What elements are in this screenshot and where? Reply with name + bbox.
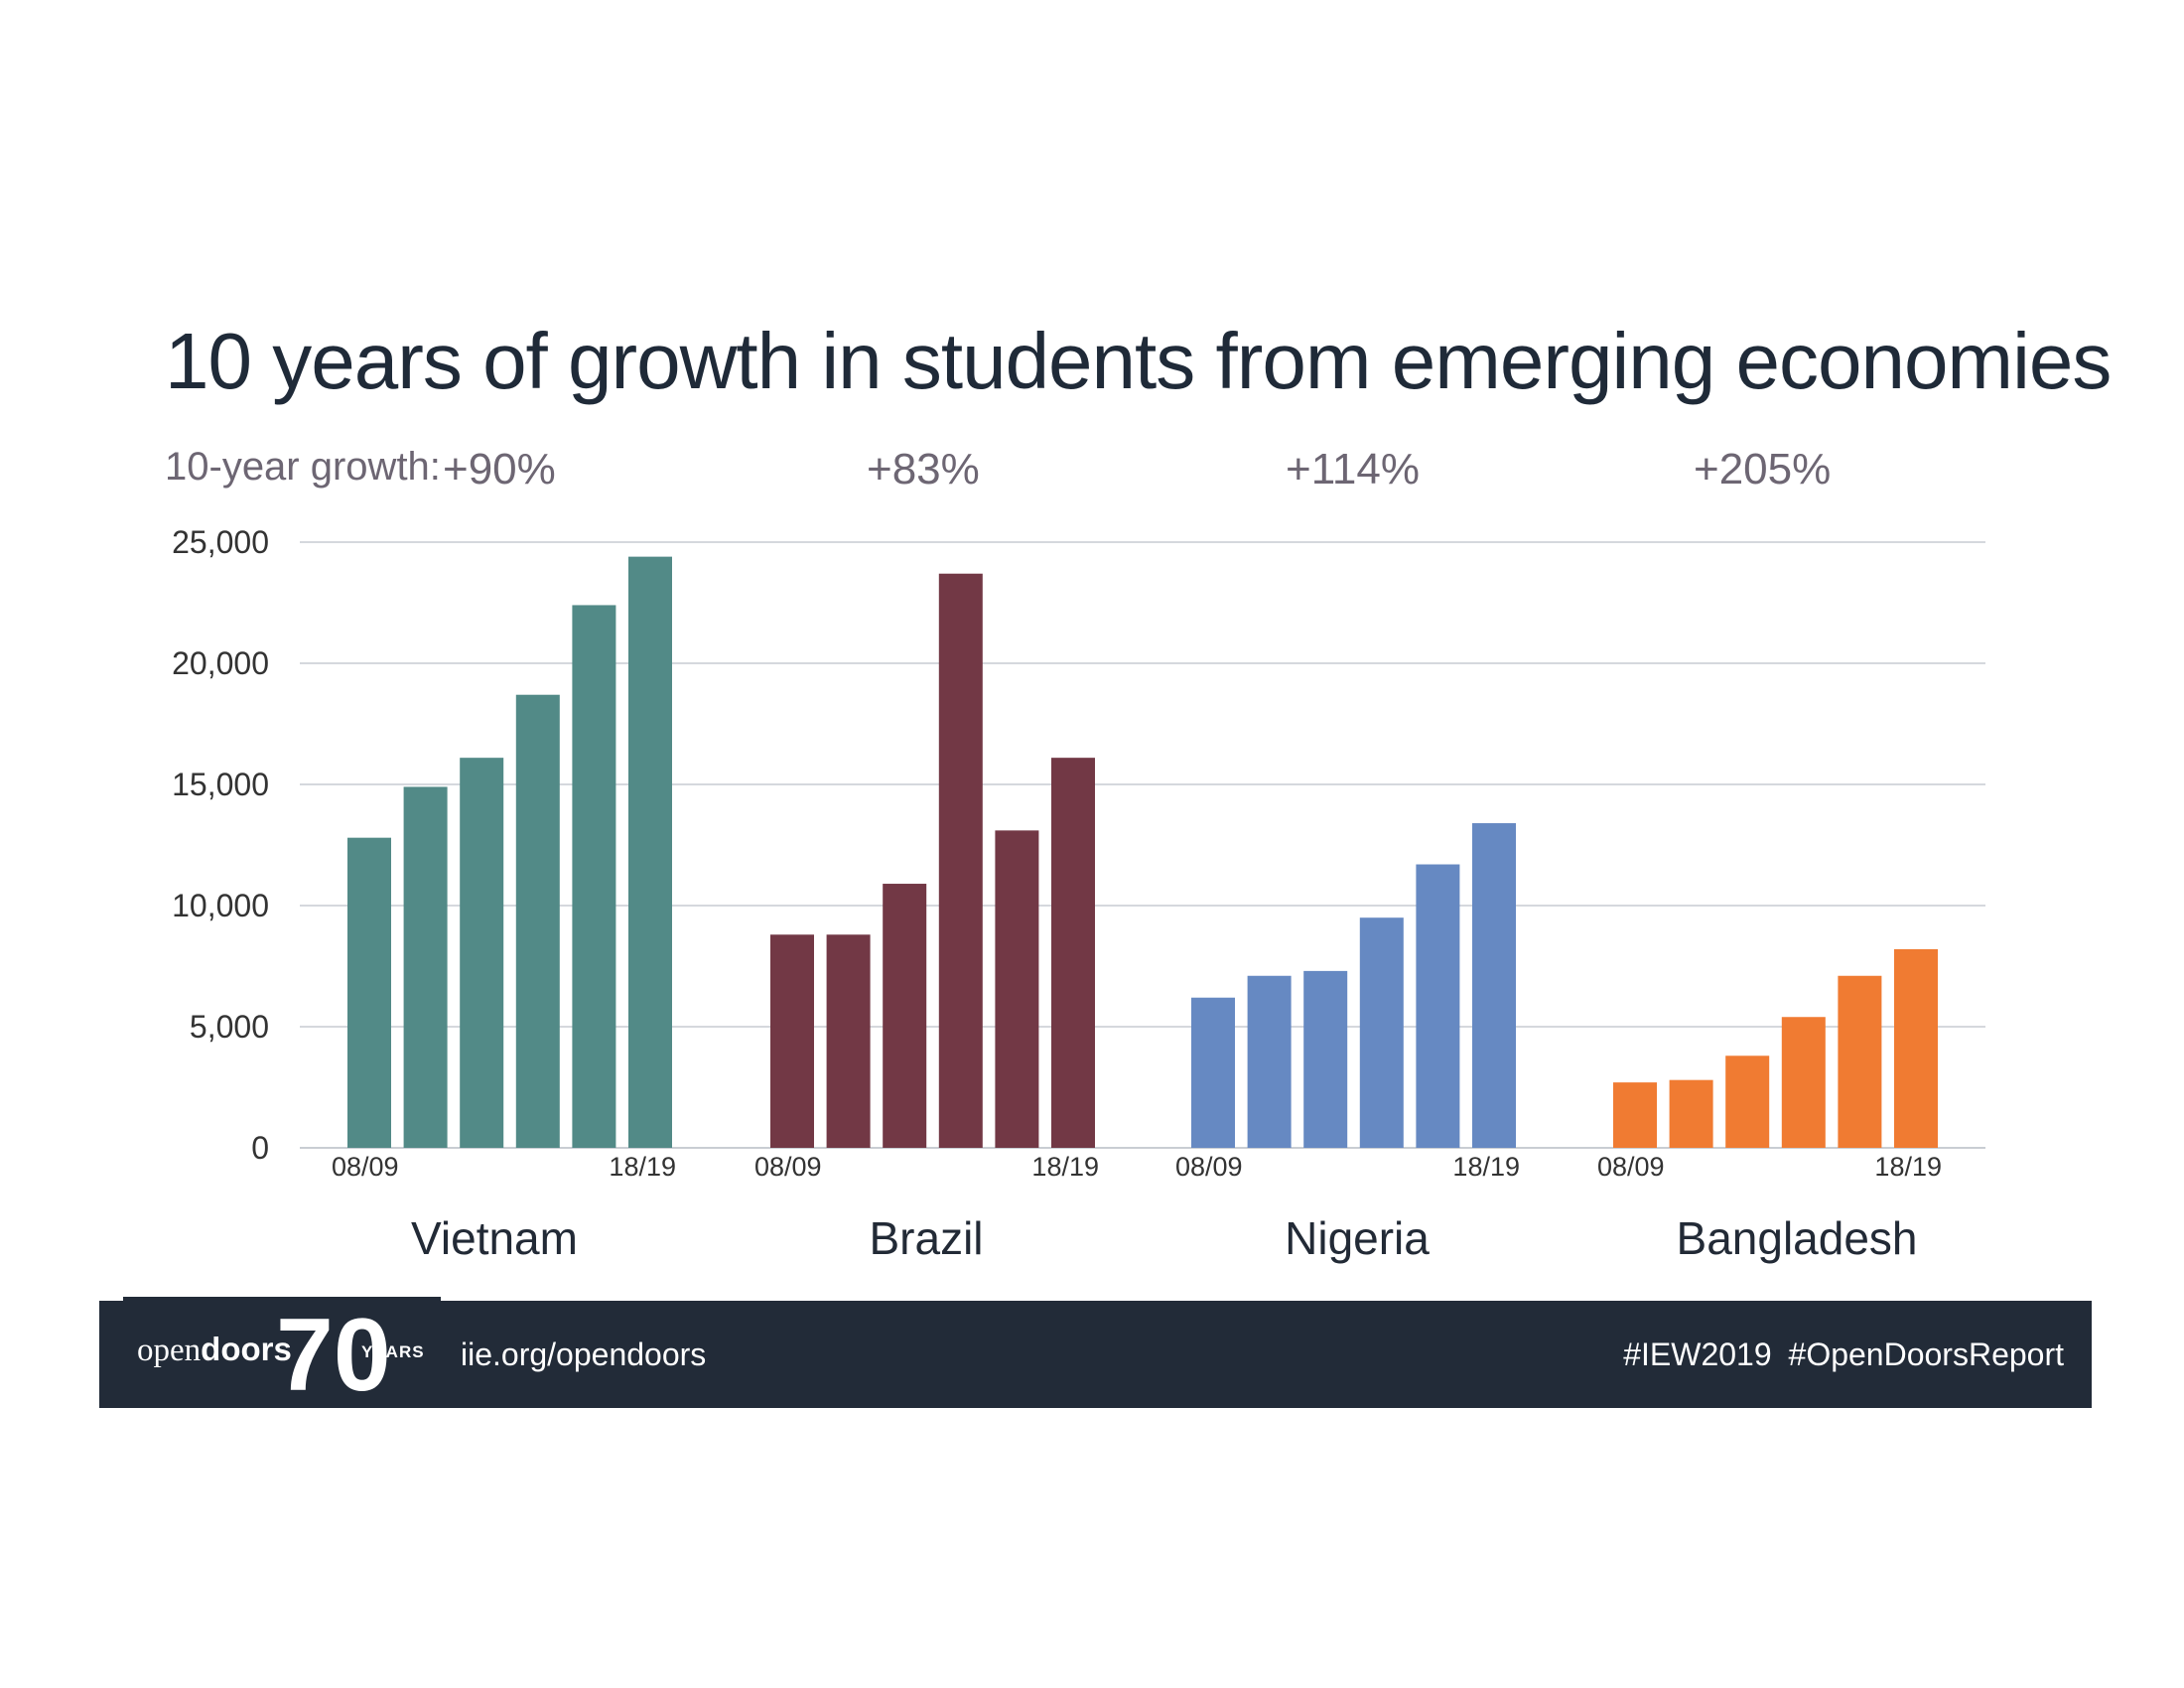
bar-bangladesh-18-19 xyxy=(1894,948,1938,1148)
bar-vietnam-10-11 xyxy=(403,786,448,1148)
seventy-years-logo-icon: 70 xyxy=(276,1303,387,1402)
bar-brazil-18-19 xyxy=(1051,758,1095,1148)
group-label-brazil: Brazil xyxy=(869,1212,984,1264)
bar-bangladesh-08-09 xyxy=(1613,1082,1657,1148)
x-tick-label-last: 18/19 xyxy=(609,1152,676,1182)
group-label-bangladesh: Bangladesh xyxy=(1676,1212,1918,1264)
bar-nigeria-16-17 xyxy=(1416,864,1460,1148)
chart-title: 10 years of growth in students from emer… xyxy=(165,317,2112,405)
bar-brazil-10-11 xyxy=(826,934,871,1148)
x-tick-label-first: 08/09 xyxy=(332,1152,399,1182)
logo-years-text: YEARS xyxy=(361,1342,425,1361)
bar-vietnam-16-17 xyxy=(572,605,616,1148)
footer-url-link[interactable]: iie.org/opendoors xyxy=(461,1336,707,1372)
x-tick-label-first: 08/09 xyxy=(1597,1152,1665,1182)
bar-nigeria-10-11 xyxy=(1247,975,1292,1148)
logo-doors-text: doors xyxy=(201,1331,292,1367)
growth-label: 10-year growth: xyxy=(165,445,441,489)
bar-vietnam-18-19 xyxy=(628,556,672,1148)
x-tick-label-last: 18/19 xyxy=(1031,1152,1099,1182)
bar-nigeria-12-13 xyxy=(1303,970,1348,1148)
growth-value-nigeria: +114% xyxy=(1286,445,1420,493)
bar-vietnam-12-13 xyxy=(460,758,504,1148)
y-tick-label: 5,000 xyxy=(190,1009,269,1045)
x-tick-label-first: 08/09 xyxy=(754,1152,822,1182)
growth-value-vietnam: +90% xyxy=(443,445,556,493)
y-tick-label: 20,000 xyxy=(172,645,269,681)
footer-hashtags: #IEW2019 #OpenDoorsReport xyxy=(1623,1336,2064,1372)
logo-number-text: 70 xyxy=(276,1303,387,1402)
opendoors-logo-text: opendoors xyxy=(137,1331,292,1369)
bar-brazil-12-13 xyxy=(883,884,927,1148)
bar-nigeria-14-15 xyxy=(1359,917,1404,1148)
bar-nigeria-08-09 xyxy=(1191,997,1235,1148)
bar-bangladesh-10-11 xyxy=(1669,1079,1713,1148)
growth-value-brazil: +83% xyxy=(867,445,980,493)
x-tick-label-last: 18/19 xyxy=(1452,1152,1520,1182)
bar-bangladesh-16-17 xyxy=(1838,975,1882,1148)
y-tick-label: 10,000 xyxy=(172,888,269,923)
y-tick-label: 15,000 xyxy=(172,767,269,802)
bar-nigeria-18-19 xyxy=(1472,823,1516,1148)
footer-bar: opendoors 70 YEARS iie.org/opendoors #IE… xyxy=(99,1301,2092,1408)
growth-value-bangladesh: +205% xyxy=(1694,445,1832,493)
group-label-nigeria: Nigeria xyxy=(1285,1212,1430,1264)
y-tick-label: 0 xyxy=(251,1130,269,1166)
footer-accent-line xyxy=(123,1297,441,1301)
bar-vietnam-14-15 xyxy=(515,694,560,1148)
bar-brazil-08-09 xyxy=(770,934,814,1148)
group-label-vietnam: Vietnam xyxy=(411,1212,578,1264)
bar-bangladesh-14-15 xyxy=(1781,1017,1826,1148)
logo-open-text: open xyxy=(137,1333,202,1368)
bar-bangladesh-12-13 xyxy=(1725,1055,1770,1148)
bar-vietnam-08-09 xyxy=(347,837,391,1148)
x-tick-label-first: 08/09 xyxy=(1175,1152,1243,1182)
y-tick-label: 25,000 xyxy=(172,524,269,560)
x-tick-label-last: 18/19 xyxy=(1874,1152,1942,1182)
bar-brazil-14-15 xyxy=(938,573,983,1148)
bar-brazil-16-17 xyxy=(995,830,1039,1148)
